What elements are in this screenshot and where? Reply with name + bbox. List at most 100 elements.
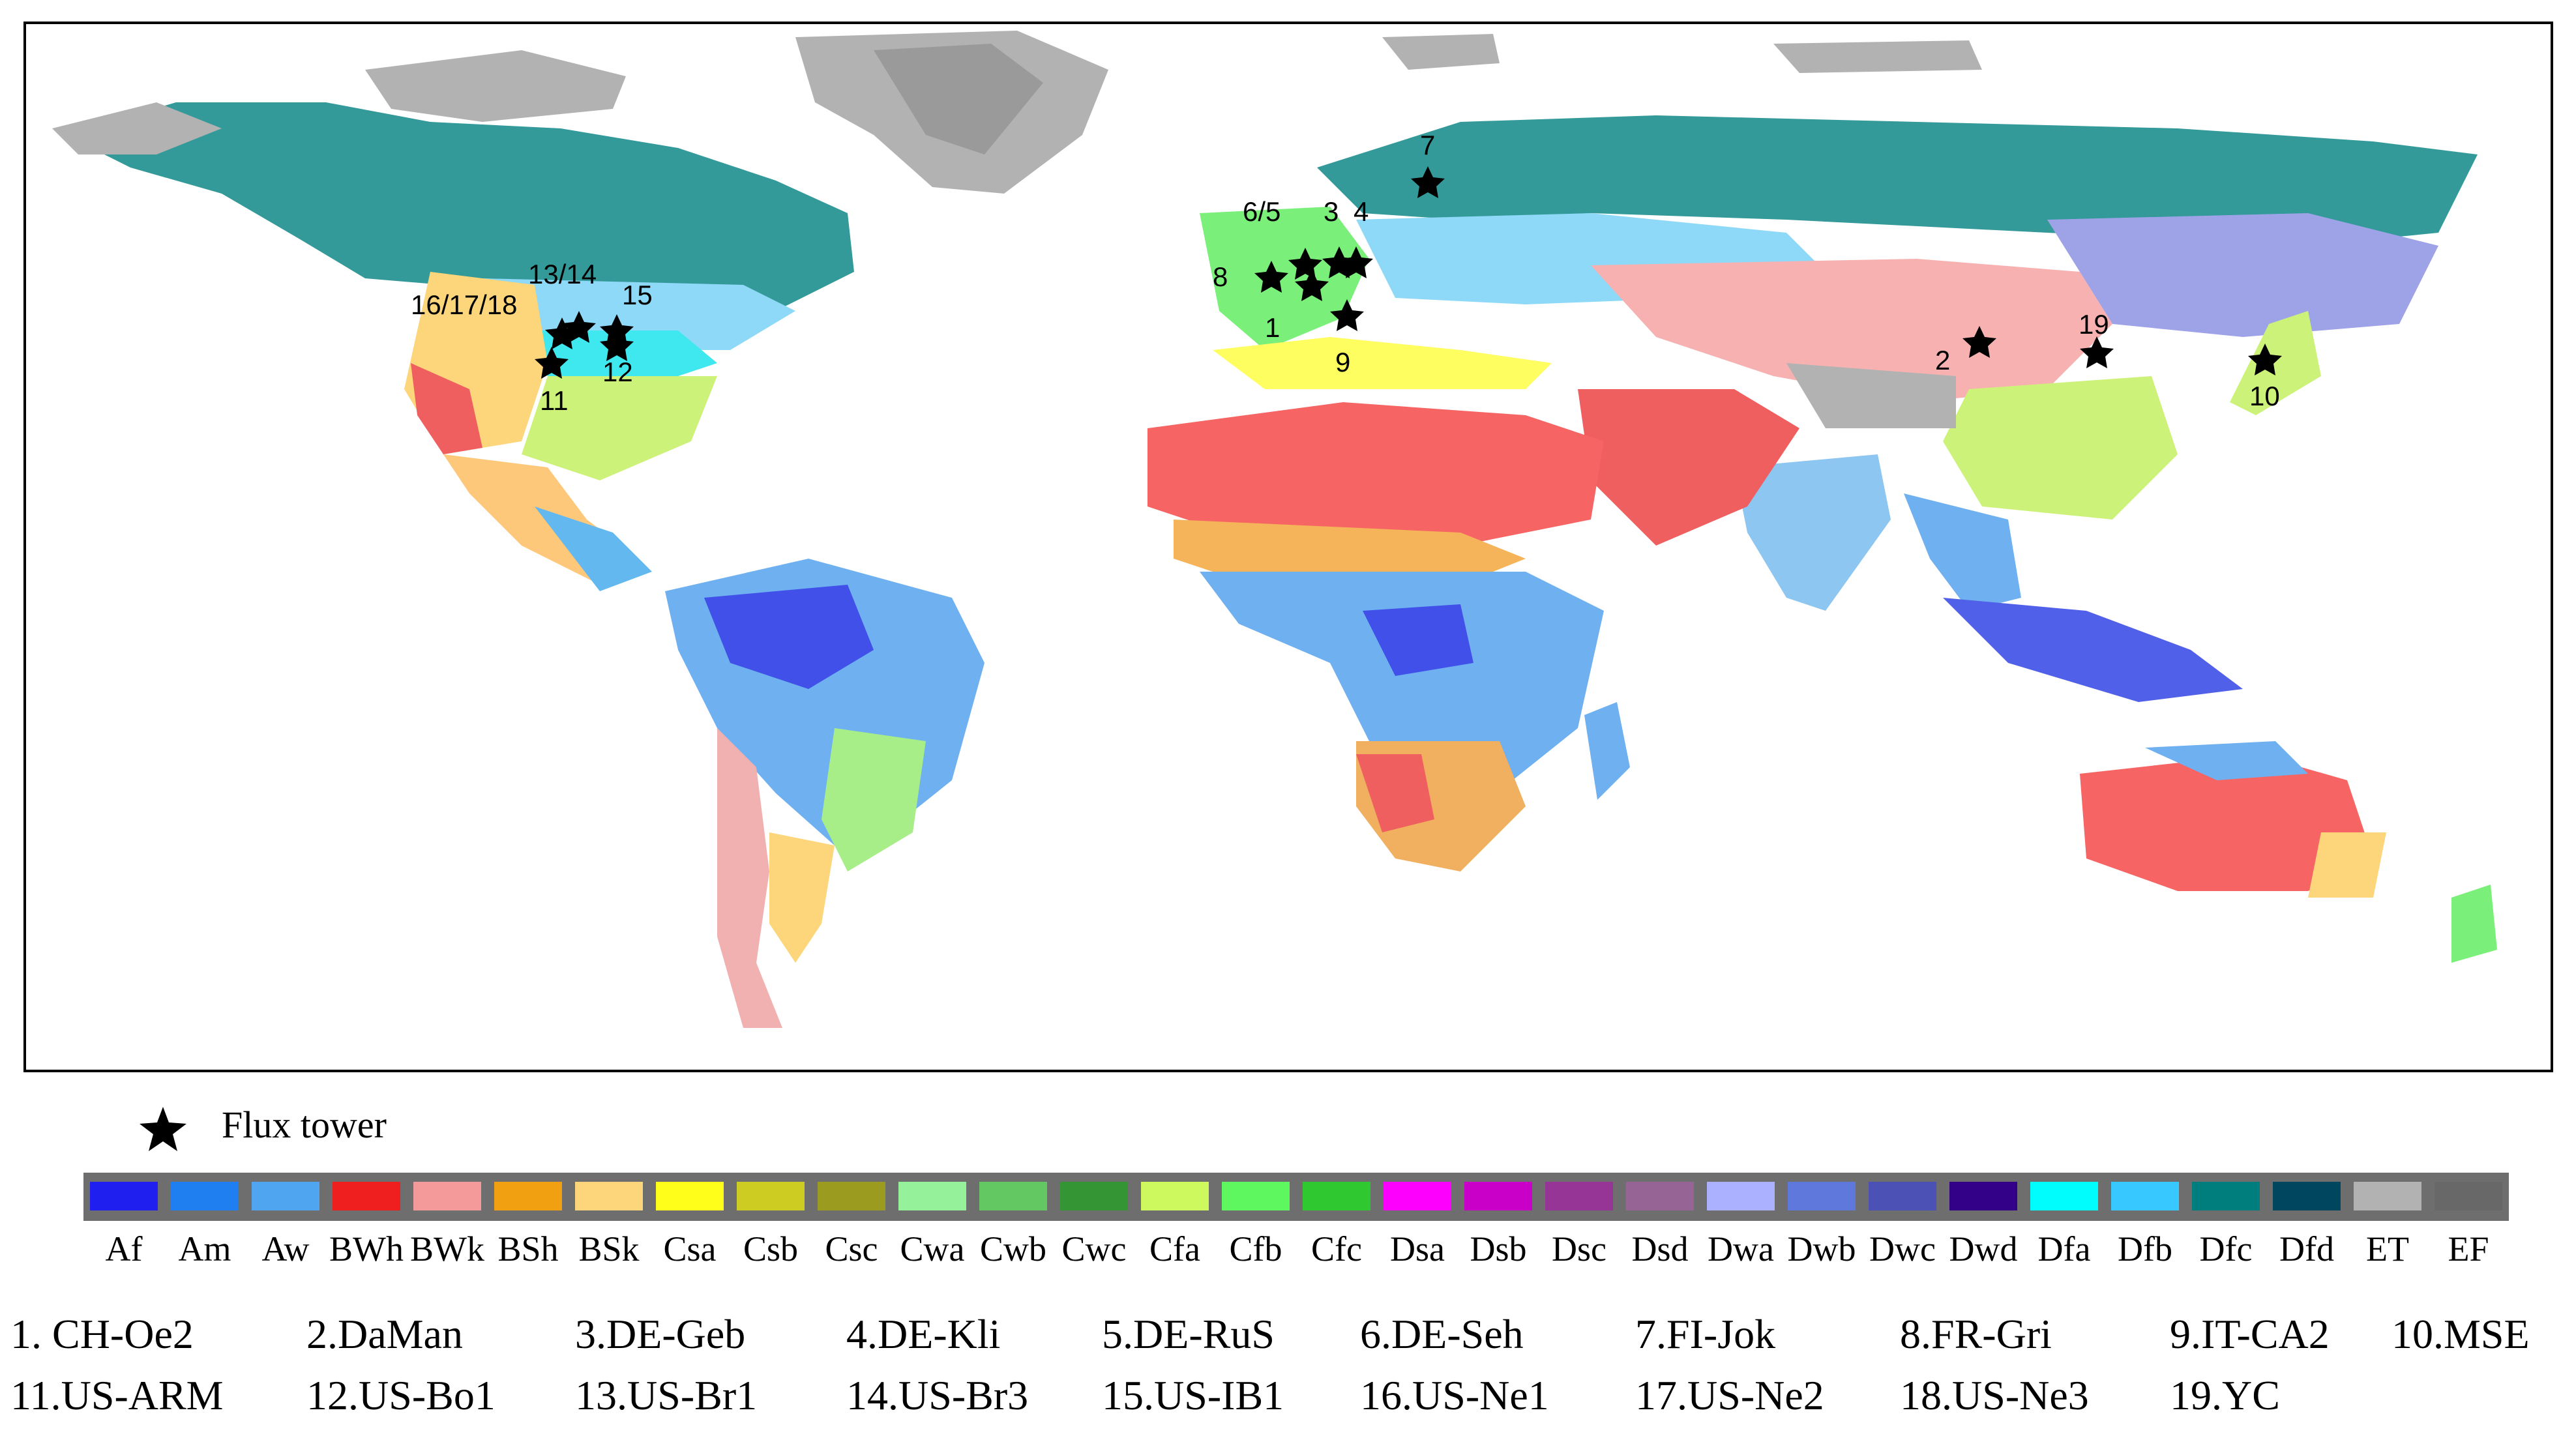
scandinavia-russia-dfc — [1317, 115, 2478, 246]
map-label-8: 8 — [1213, 261, 1228, 292]
class-label-cwc: Cwc — [1061, 1229, 1127, 1268]
swatch-cwa — [898, 1182, 966, 1210]
site-markers — [535, 166, 2282, 379]
site-item-2: 2.DaMan — [306, 1311, 463, 1357]
class-label-csa: Csa — [663, 1229, 717, 1268]
arabia-bwh — [1578, 389, 1799, 546]
arctic-islands — [365, 50, 626, 122]
sahel-bsh — [1174, 520, 1526, 585]
site-item-1: 1. CH-Oe2 — [10, 1311, 194, 1357]
swatch-dsb — [1464, 1182, 1532, 1210]
flux-tower-star-2 — [1962, 326, 1996, 358]
map-label-4: 4 — [1354, 196, 1369, 227]
flux-tower-star-4 — [1339, 246, 1373, 278]
site-item-10: 10.MSE — [2391, 1311, 2530, 1357]
amazon-af — [704, 585, 874, 689]
map-label-2: 2 — [1935, 345, 1950, 375]
class-label-dfb: Dfb — [2118, 1229, 2172, 1268]
flux-tower-star-7 — [1411, 166, 1445, 198]
new-zealand — [2451, 885, 2497, 963]
map-label-7: 7 — [1420, 130, 1435, 160]
map-label-1: 1 — [1265, 312, 1280, 343]
site-item-13: 13.US-Br1 — [575, 1372, 758, 1418]
swatch-bsh — [494, 1182, 562, 1210]
flux-tower-star-12 — [600, 329, 634, 361]
us-southwest-bwh — [411, 363, 482, 454]
swatch-aw — [252, 1182, 319, 1210]
class-label-dfa: Dfa — [2037, 1229, 2091, 1268]
site-labels: 16/17/18 13/14 15 11 12 6/5 3 4 8 1 9 7 … — [411, 130, 2280, 416]
flux-tower-star-9 — [1330, 299, 1364, 331]
map-label-19: 19 — [2079, 309, 2109, 340]
map-label-9: 9 — [1335, 347, 1350, 377]
map-label-15: 15 — [622, 280, 653, 310]
site-item-9: 9.IT-CA2 — [2170, 1311, 2330, 1357]
class-label-dwa: Dwa — [1708, 1229, 1774, 1268]
swatch-dwd — [1949, 1182, 2017, 1210]
swatch-csb — [737, 1182, 805, 1210]
class-label-dsd: Dsd — [1631, 1229, 1689, 1268]
madagascar — [1584, 702, 1630, 800]
site-item-14: 14.US-Br3 — [846, 1372, 1029, 1418]
europe-cfb — [1200, 207, 1369, 350]
sahara-bwh — [1147, 402, 1604, 546]
australia-se — [2308, 832, 2386, 898]
swatch-cfc — [1303, 1182, 1370, 1210]
site-item-11: 11.US-ARM — [10, 1372, 224, 1418]
class-label-am: Am — [178, 1229, 231, 1268]
flux-tower-star-13-14 — [562, 311, 596, 343]
central-africa-aw — [1200, 572, 1604, 793]
east-asia-dwb — [2047, 213, 2438, 337]
map-label-10: 10 — [2249, 381, 2280, 411]
swatch-dwc — [1869, 1182, 1936, 1210]
china-cfa — [1943, 376, 2178, 520]
swatch-dwb — [1788, 1182, 1856, 1210]
flux-tower-star-8 — [1254, 261, 1288, 293]
class-label-dfc: Dfc — [2199, 1229, 2253, 1268]
svalbard — [1382, 34, 1500, 70]
mediterranean-csa — [1213, 337, 1552, 389]
site-item-16: 16.US-Ne1 — [1360, 1372, 1549, 1418]
swatch-ef — [2435, 1182, 2502, 1210]
argentina-bsk — [769, 832, 835, 963]
class-label-dwb: Dwb — [1787, 1229, 1856, 1268]
world-map-canvas: 16/17/18 13/14 15 11 12 6/5 3 4 8 1 9 7 … — [52, 31, 2497, 1028]
class-label-dsa: Dsa — [1390, 1229, 1445, 1268]
siberia-islands — [1773, 40, 1982, 73]
swatch-dsc — [1545, 1182, 1613, 1210]
north-america-subarctic — [65, 102, 854, 311]
swatch-dfc — [2192, 1182, 2260, 1210]
site-item-12: 12.US-Bo1 — [306, 1372, 496, 1418]
site-item-7: 7.FI-Jok — [1635, 1311, 1776, 1357]
class-label-aw: Aw — [261, 1229, 310, 1268]
swatch-bwk — [413, 1182, 481, 1210]
swatch-dsa — [1384, 1182, 1451, 1210]
map-label-3: 3 — [1324, 196, 1339, 227]
class-label-cwb: Cwb — [979, 1229, 1047, 1268]
us-east-cfa — [522, 376, 717, 480]
swatch-dsd — [1626, 1182, 1694, 1210]
class-label-ef: EF — [2448, 1229, 2489, 1268]
site-item-18: 18.US-Ne3 — [1900, 1372, 2089, 1418]
australia-north — [2145, 741, 2308, 780]
class-label-et: ET — [2366, 1229, 2409, 1268]
site-item-19: 19.YC — [2170, 1372, 2280, 1418]
brazil-cwa — [822, 728, 926, 872]
swatch-bsk — [575, 1182, 643, 1210]
flux-tower-star-1 — [1295, 269, 1329, 301]
star-icon — [140, 1107, 186, 1151]
alaska-tundra — [52, 102, 222, 154]
site-item-8: 8.FR-Gri — [1900, 1311, 2052, 1357]
class-label-csc: Csc — [825, 1229, 878, 1268]
class-label-cwa: Cwa — [900, 1229, 965, 1268]
class-label-cfc: Cfc — [1311, 1229, 1362, 1268]
class-label-dsc: Dsc — [1552, 1229, 1606, 1268]
swatch-dfd — [2273, 1182, 2341, 1210]
site-item-5: 5.DE-RuS — [1102, 1311, 1275, 1357]
map-label-6-5: 6/5 — [1243, 196, 1281, 227]
mexico-south — [535, 506, 652, 591]
indonesia-af — [1943, 598, 2243, 702]
site-item-17: 17.US-Ne2 — [1635, 1372, 1824, 1418]
class-label-dfd: Dfd — [2279, 1229, 2334, 1268]
greenland-core — [874, 44, 1043, 154]
